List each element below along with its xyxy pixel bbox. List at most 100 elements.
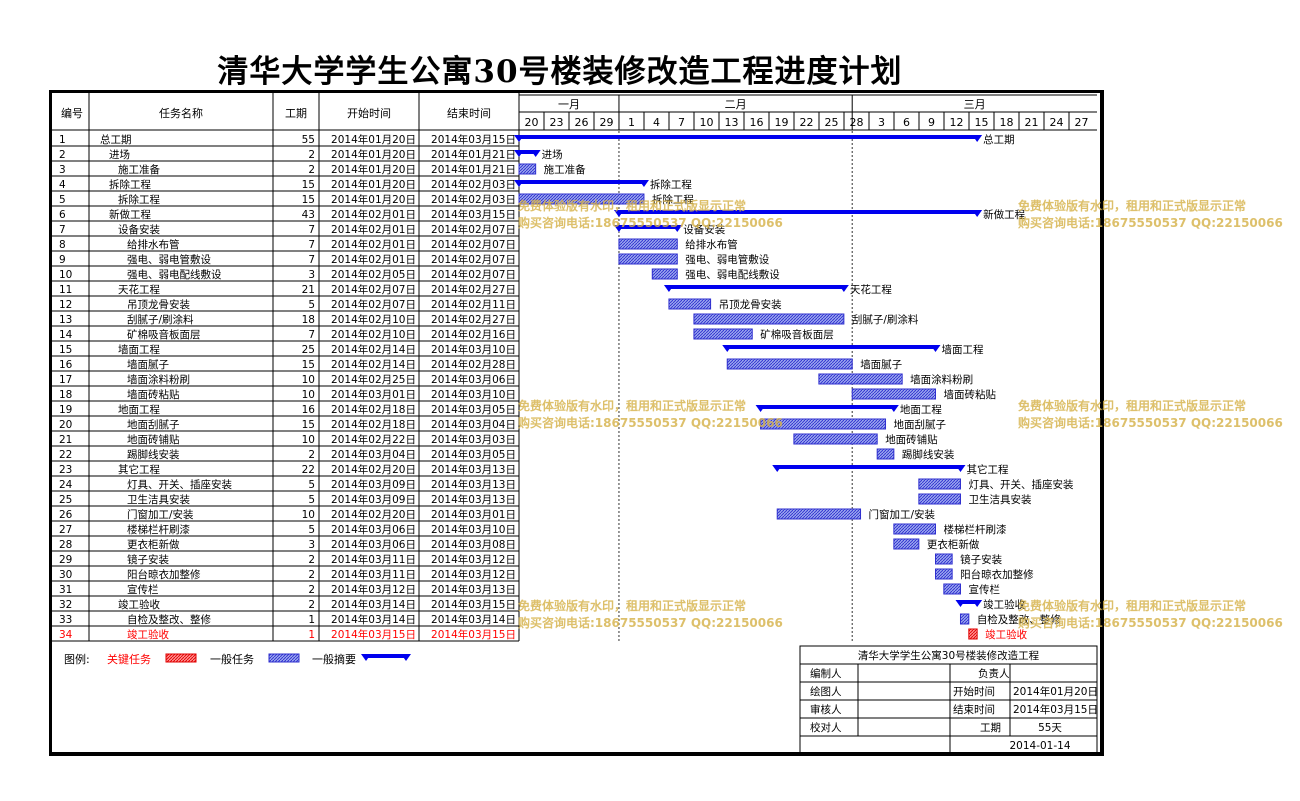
task-name: 刮腻子/刷涂料 [127, 313, 194, 326]
task-duration: 10 [302, 434, 315, 446]
task-start: 2014年01月20日 [331, 163, 416, 176]
task-id: 15 [59, 344, 72, 356]
bar-label: 吊顶龙骨安装 [719, 298, 782, 311]
task-name: 竣工验收 [127, 628, 169, 641]
task-bar [518, 193, 645, 205]
task-duration: 2 [308, 164, 315, 176]
task-duration: 10 [302, 389, 315, 401]
info-duration-label: 工期 [980, 722, 1001, 734]
task-end: 2014年01月21日 [431, 148, 516, 161]
task-id: 19 [59, 404, 72, 416]
task-bar [618, 253, 678, 265]
bar-label: 地面砖铺贴 [885, 433, 938, 446]
summary-start-marker [613, 210, 624, 217]
task-duration: 2 [308, 449, 315, 461]
bar-label: 地面工程 [900, 403, 942, 416]
bar-label: 进场 [542, 148, 563, 161]
task-id: 18 [59, 389, 72, 401]
tick-label: 28 [850, 116, 864, 129]
bar-label: 总工期 [983, 133, 1015, 146]
info-reviewer-label: 审核人 [810, 703, 842, 716]
task-name: 新做工程 [109, 208, 151, 221]
bar-label: 宣传栏 [968, 583, 1000, 596]
task-end: 2014年03月04日 [431, 418, 516, 431]
summary-end-marker [838, 285, 849, 292]
task-end: 2014年03月06日 [431, 373, 516, 386]
tick-label: 27 [1075, 116, 1089, 129]
task-bar [618, 238, 678, 250]
task-end: 2014年03月10日 [431, 523, 516, 536]
task-start: 2014年01月20日 [331, 148, 416, 161]
task-end: 2014年03月14日 [431, 613, 516, 626]
bar-label: 刮腻子/刷涂料 [852, 313, 919, 326]
task-bar [918, 493, 961, 505]
info-duration-value: 55天 [1038, 722, 1062, 734]
task-duration: 15 [302, 179, 315, 191]
bar-label: 卫生洁具安装 [968, 493, 1031, 506]
task-id: 20 [59, 419, 72, 431]
task-duration: 43 [302, 209, 315, 221]
tick-label: 1 [628, 116, 635, 129]
summary-end-marker [955, 465, 966, 472]
info-manager-label: 负责人 [978, 667, 1010, 680]
task-bar [943, 583, 961, 595]
task-start: 2014年03月14日 [331, 598, 416, 611]
summary-start-marker [613, 225, 624, 232]
tick-label: 21 [1025, 116, 1039, 129]
task-bar [935, 568, 953, 580]
task-duration: 10 [302, 509, 315, 521]
bar-label: 门窗加工/安装 [869, 508, 936, 521]
bar-label: 更衣柜新做 [927, 538, 980, 551]
task-end: 2014年03月13日 [431, 478, 516, 491]
task-id: 33 [59, 614, 72, 626]
task-start: 2014年02月01日 [331, 238, 416, 251]
task-name: 吊顶龙骨安装 [127, 298, 190, 311]
task-start: 2014年02月10日 [331, 313, 416, 326]
task-duration: 2 [308, 584, 315, 596]
task-start: 2014年03月04日 [331, 448, 416, 461]
task-id: 6 [59, 209, 66, 221]
bar-label: 给排水布管 [685, 238, 738, 251]
task-id: 13 [59, 314, 72, 326]
task-start: 2014年03月01日 [331, 388, 416, 401]
task-end: 2014年02月07日 [431, 223, 516, 236]
task-id: 34 [59, 629, 73, 641]
info-title: 清华大学学生公寓30号楼装修改造工程 [858, 649, 1040, 662]
summary-bar [519, 135, 978, 139]
task-start: 2014年02月18日 [331, 418, 416, 431]
info-drafter-label: 绘图人 [810, 685, 842, 698]
info-start-value: 2014年01月20日 [1013, 685, 1098, 698]
task-end: 2014年02月03日 [431, 193, 516, 206]
task-name: 其它工程 [118, 463, 160, 476]
task-id: 22 [59, 449, 72, 461]
task-id: 21 [59, 434, 72, 446]
task-name: 施工准备 [118, 163, 160, 176]
bar-label: 天花工程 [850, 283, 892, 296]
tick-label: 10 [700, 116, 714, 129]
bar-label: 镜子安装 [960, 553, 1002, 566]
task-duration: 21 [302, 284, 315, 296]
task-end: 2014年02月03日 [431, 178, 516, 191]
task-duration: 5 [308, 479, 315, 491]
task-id: 31 [59, 584, 72, 596]
task-end: 2014年03月15日 [431, 628, 516, 641]
task-end: 2014年03月10日 [431, 388, 516, 401]
bar-label: 阳台晾衣加整修 [960, 568, 1034, 581]
summary-start-marker [514, 180, 524, 187]
task-duration: 2 [308, 599, 315, 611]
tick-label: 20 [525, 116, 539, 129]
task-duration: 18 [302, 314, 315, 326]
task-end: 2014年03月08日 [431, 538, 516, 551]
task-id: 3 [59, 164, 66, 176]
task-id: 14 [59, 329, 73, 341]
summary-end-marker [972, 135, 983, 142]
bar-label: 拆除工程 [650, 178, 692, 191]
tick-label: 24 [1050, 116, 1064, 129]
summary-bar [727, 345, 936, 349]
task-duration: 7 [308, 329, 315, 341]
task-name: 自检及整改、整修 [127, 613, 211, 626]
task-end: 2014年03月12日 [431, 553, 516, 566]
summary-start-marker [514, 150, 524, 157]
legend-normal-swatch [268, 653, 300, 663]
month-label: 一月 [558, 98, 580, 111]
